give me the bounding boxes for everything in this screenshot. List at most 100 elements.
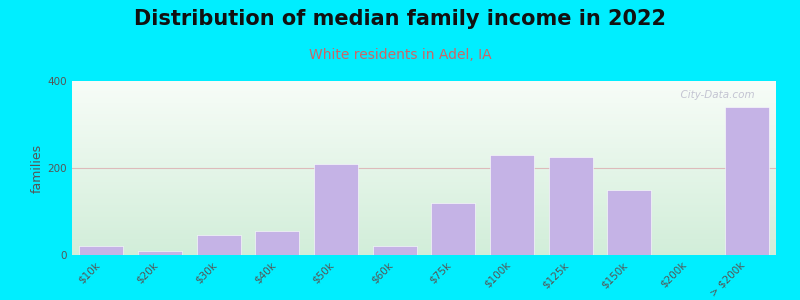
Y-axis label: families: families — [30, 143, 43, 193]
Bar — [72, 0, 776, 119]
Bar — [197, 236, 241, 255]
Bar — [72, 0, 776, 82]
Bar — [72, 57, 776, 231]
Bar — [72, 4, 776, 178]
Bar — [72, 0, 776, 157]
Bar — [72, 0, 776, 166]
Bar — [72, 0, 776, 173]
Bar — [72, 0, 776, 99]
Bar — [72, 7, 776, 181]
Bar — [72, 12, 776, 186]
Bar — [72, 42, 776, 216]
Bar — [72, 0, 776, 155]
Bar — [72, 60, 776, 234]
Bar — [72, 0, 776, 97]
Bar — [72, 67, 776, 241]
Bar — [72, 0, 776, 150]
Bar — [72, 0, 776, 83]
Bar — [72, 0, 776, 126]
Bar — [72, 73, 776, 247]
Bar — [72, 0, 776, 86]
Bar — [72, 0, 776, 101]
Bar — [72, 0, 776, 164]
Bar — [72, 0, 776, 172]
Bar — [72, 50, 776, 224]
Bar — [72, 61, 776, 235]
Bar — [72, 80, 776, 254]
Bar — [373, 246, 417, 255]
Bar — [72, 0, 776, 164]
Bar — [72, 0, 776, 136]
Bar — [72, 18, 776, 192]
Bar — [72, 70, 776, 244]
Bar — [72, 0, 776, 146]
Bar — [72, 0, 776, 102]
Bar — [72, 0, 776, 168]
Bar — [490, 155, 534, 255]
Bar — [72, 0, 776, 103]
Bar — [72, 79, 776, 253]
Bar — [72, 0, 776, 171]
Bar — [72, 0, 776, 92]
Bar — [72, 0, 776, 116]
Bar — [72, 0, 776, 134]
Bar — [72, 71, 776, 245]
Bar — [314, 164, 358, 255]
Bar — [72, 65, 776, 239]
Bar — [72, 0, 776, 96]
Bar — [72, 46, 776, 220]
Bar — [72, 58, 776, 233]
Bar — [72, 47, 776, 221]
Bar — [72, 63, 776, 237]
Bar — [72, 48, 776, 222]
Bar — [72, 0, 776, 113]
Bar — [72, 44, 776, 218]
Bar — [72, 0, 776, 143]
Bar — [72, 38, 776, 212]
Bar — [72, 32, 776, 206]
Bar — [72, 0, 776, 145]
Bar — [72, 0, 776, 144]
Bar — [72, 0, 776, 127]
Bar — [72, 37, 776, 211]
Bar — [72, 0, 776, 162]
Bar — [72, 0, 776, 132]
Bar — [72, 11, 776, 185]
Bar — [72, 0, 776, 85]
Bar — [72, 45, 776, 219]
Bar — [72, 0, 776, 91]
Bar — [72, 0, 776, 174]
Bar — [72, 0, 776, 138]
Bar — [607, 190, 651, 255]
Bar — [72, 0, 776, 111]
Bar — [72, 0, 776, 141]
Bar — [72, 6, 776, 180]
Bar — [72, 0, 776, 124]
Bar — [72, 0, 776, 85]
Bar — [72, 13, 776, 187]
Bar — [72, 15, 776, 189]
Bar — [72, 69, 776, 243]
Bar — [72, 0, 776, 152]
Bar — [72, 0, 776, 156]
Bar — [72, 49, 776, 223]
Bar — [79, 246, 123, 255]
Bar — [72, 68, 776, 242]
Bar — [72, 0, 776, 146]
Bar — [72, 9, 776, 183]
Bar — [72, 0, 776, 108]
Bar — [72, 44, 776, 218]
Bar — [72, 43, 776, 217]
Bar — [72, 36, 776, 210]
Text: City-Data.com: City-Data.com — [674, 90, 755, 100]
Bar — [72, 35, 776, 209]
Bar — [72, 0, 776, 89]
Bar — [72, 0, 776, 124]
Bar — [72, 5, 776, 179]
Bar — [72, 34, 776, 208]
Bar — [72, 0, 776, 112]
Bar — [72, 81, 776, 255]
Bar — [72, 16, 776, 190]
Bar — [72, 0, 776, 117]
Bar — [72, 56, 776, 230]
